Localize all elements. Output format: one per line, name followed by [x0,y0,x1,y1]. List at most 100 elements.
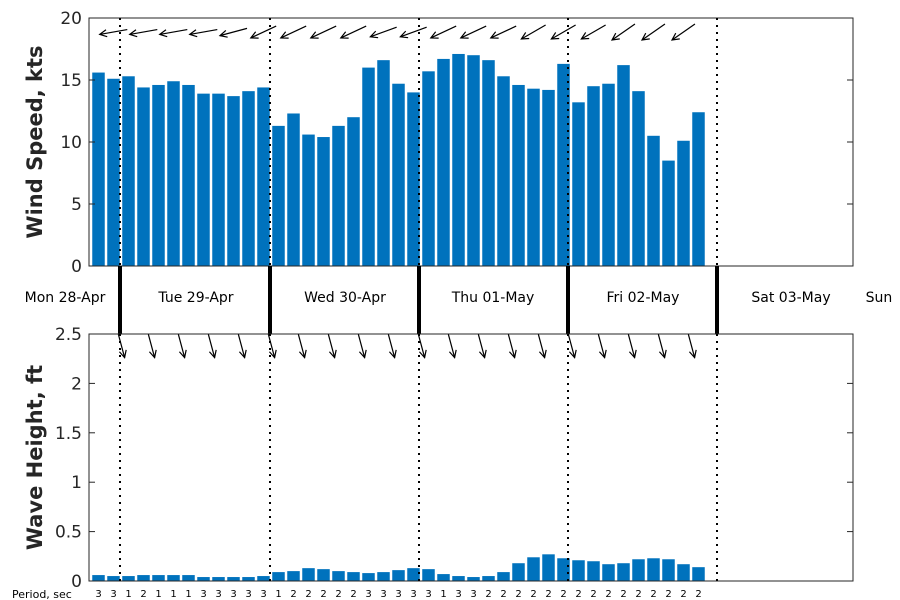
period-label: 2 [290,589,296,600]
wave-ytick-label: 2 [71,374,82,394]
wind-direction-arrow-head [550,32,560,40]
wind-direction-arrow [128,28,158,38]
wind-direction-arrow [399,26,427,39]
wave-direction-arrow [207,334,217,359]
wave-ytick-label: 1 [71,473,82,493]
wave-direction-arrow [357,334,367,359]
period-label: 1 [185,589,191,600]
wind-direction-arrow-shaft [641,23,666,41]
wind-direction-arrow-head [128,29,138,38]
wind-direction-arrow-shaft [611,23,636,41]
period-label: 2 [335,589,341,600]
wind-direction-arrow-head [279,31,289,39]
wind-direction-arrow-head [459,31,469,39]
wind-bar [467,55,480,267]
wave-bar [317,569,330,581]
wave-direction-arrow [327,334,337,359]
wave-bar [227,577,240,581]
wind-bar [392,83,405,266]
wind-bar [662,160,675,266]
wave-direction-arrow [597,334,607,359]
wind-direction-arrow-shaft [551,24,576,40]
period-label: 2 [530,589,536,600]
wind-direction-arrow [550,24,576,40]
wave-direction-arrow-head [508,349,517,359]
wind-speed-panel: 0 5 10 15 20 Wind Speed, kts [23,9,854,277]
day-label: Sun [866,290,893,306]
wind-direction-arrow-shaft [189,28,218,36]
wind-bar [212,93,225,266]
wind-direction-arrow-head [429,31,439,39]
wind-direction-arrow-shaft [280,25,307,39]
wind-bar [677,140,690,266]
wave-bar [557,558,570,581]
wave-bar [587,561,600,581]
wind-direction-arrow [339,25,367,39]
wind-bar [452,53,465,267]
wave-direction-arrow-shaft [447,334,456,358]
wind-direction-arrow-shaft [521,24,546,40]
wave-direction-arrow [387,334,397,359]
wave-bar [677,564,690,581]
period-label: 2 [695,589,701,600]
wind-direction-arrow-shaft [671,23,696,41]
period-label: 3 [95,589,101,600]
wind-bar [632,91,645,266]
wave-direction-arrow-head [208,349,217,359]
period-label: 3 [455,589,461,600]
wave-bar [572,560,585,581]
period-label: 1 [125,589,131,600]
period-label: 2 [560,589,566,600]
wind-direction-arrow [309,25,337,39]
wind-bar [512,84,525,267]
wind-bar [122,76,135,266]
wave-direction-arrow [507,334,517,359]
period-label: 3 [470,589,476,600]
wave-direction-arrow [147,334,157,359]
wave-bar [182,575,195,581]
wave-bar [377,572,390,581]
day-label: Thu 01-May [451,290,535,306]
wave-bar [437,574,450,581]
wind-bar [272,125,285,266]
wave-ytick-label: 0.5 [55,523,82,543]
wind-direction-arrow-shaft [430,25,457,39]
wave-bar [482,576,495,581]
wave-direction-arrow [627,334,637,359]
wave-ylabel: Wave Height, ft [23,365,47,550]
wind-direction-arrow [520,24,546,40]
wave-bar [662,559,675,581]
period-label: 1 [275,589,281,600]
period-label: 2 [545,589,551,600]
wave-direction-arrow-head [628,349,637,359]
wind-bar [422,71,435,266]
wave-bar [632,559,645,581]
wind-bar [137,87,150,266]
period-label: 3 [110,589,116,600]
wave-bar [527,557,540,581]
wave-bar [512,563,525,581]
wind-direction-arrow-shaft [159,28,188,36]
wind-direction-arrow-shaft [490,25,517,39]
wave-bar [257,576,270,581]
period-label: 3 [395,589,401,600]
wind-direction-arrow-shaft [460,25,487,39]
wind-ytick-label: 15 [60,71,82,91]
wave-bar [212,577,225,581]
wind-bar [587,86,600,266]
wave-bar [422,569,435,581]
wave-bar [92,575,105,581]
wind-direction-arrow-shaft [219,27,248,37]
period-label: 3 [425,589,431,600]
wind-direction-arrow-head [249,31,259,39]
period-label: 3 [260,589,266,600]
wind-direction-arrow [459,25,487,39]
wave-direction-arrow [687,334,697,359]
wave-direction-arrow-head [178,349,187,359]
wind-bar [692,112,705,267]
wind-ylabel: Wind Speed, kts [23,45,47,238]
wave-direction-arrow [237,334,247,359]
wave-direction-arrow-head [238,349,247,359]
wind-direction-arrow [610,23,636,41]
day-label: Wed 30-Apr [304,290,386,306]
